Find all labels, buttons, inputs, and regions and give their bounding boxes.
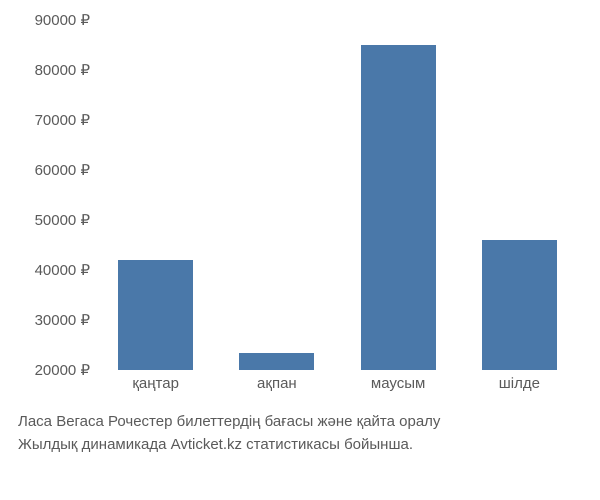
y-tick-label: 70000 ₽ bbox=[15, 111, 90, 129]
bar bbox=[482, 240, 557, 370]
y-tick-label: 90000 ₽ bbox=[15, 11, 90, 29]
x-tick-label: маусым bbox=[371, 375, 425, 392]
x-tick-label: ақпан bbox=[257, 375, 297, 392]
caption-line-2: Жылдық динамикада Avticket.kz статистика… bbox=[18, 434, 588, 457]
x-tick-label: шілде bbox=[499, 375, 540, 392]
x-axis-labels: қаңтар ақпан маусым шілде bbox=[95, 375, 580, 400]
y-tick-label: 40000 ₽ bbox=[15, 261, 90, 279]
bar bbox=[118, 260, 193, 370]
y-tick-label: 50000 ₽ bbox=[15, 211, 90, 229]
bar bbox=[239, 353, 314, 371]
chart-caption: Ласа Вегаса Рочестер билеттердің бағасы … bbox=[18, 411, 588, 456]
caption-line-1: Ласа Вегаса Рочестер билеттердің бағасы … bbox=[18, 411, 588, 434]
plot-area: 20000 ₽30000 ₽40000 ₽50000 ₽60000 ₽70000… bbox=[95, 20, 580, 370]
bar-chart: 20000 ₽30000 ₽40000 ₽50000 ₽60000 ₽70000… bbox=[95, 20, 580, 400]
x-tick-label: қаңтар bbox=[132, 375, 179, 392]
y-tick-label: 30000 ₽ bbox=[15, 311, 90, 329]
y-tick-label: 80000 ₽ bbox=[15, 61, 90, 79]
bar bbox=[361, 45, 436, 370]
y-tick-label: 60000 ₽ bbox=[15, 161, 90, 179]
y-tick-label: 20000 ₽ bbox=[15, 361, 90, 379]
